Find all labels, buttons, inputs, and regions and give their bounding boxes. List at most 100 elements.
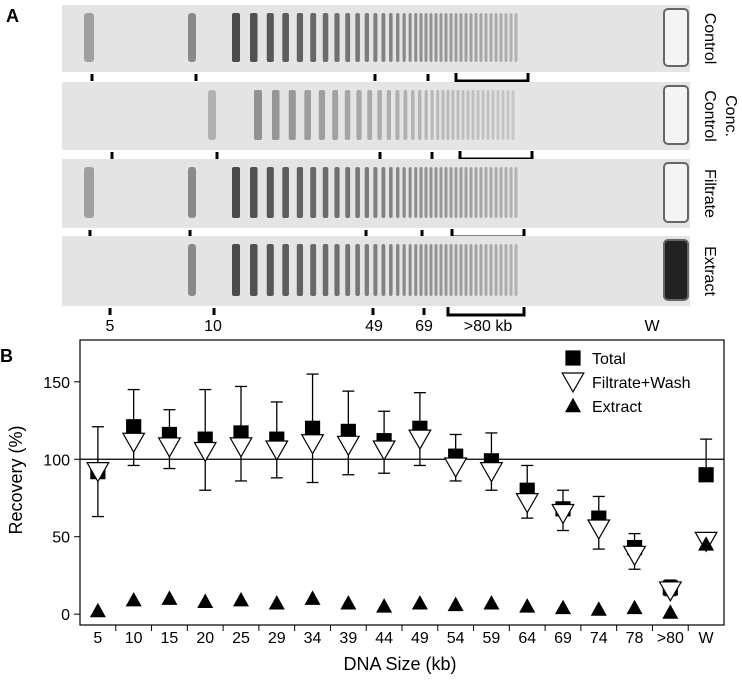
- band: [208, 90, 216, 140]
- band: [396, 244, 400, 296]
- x-tick-label: 39: [339, 630, 357, 647]
- band: [501, 90, 505, 140]
- band: [499, 167, 503, 218]
- band: [402, 13, 406, 62]
- band: [476, 90, 480, 140]
- x-tick-label: W: [699, 630, 715, 647]
- point: [86, 462, 110, 483]
- band: [514, 244, 518, 296]
- band: [355, 167, 360, 218]
- band: [334, 13, 340, 62]
- band: [389, 244, 393, 296]
- size-label: >80 kb: [464, 318, 513, 335]
- x-axis-label: DNA Size (kb): [343, 654, 456, 674]
- band: [322, 244, 329, 296]
- band: [494, 167, 498, 218]
- band: [345, 244, 351, 296]
- band: [489, 167, 493, 218]
- band: [188, 167, 196, 218]
- band: [414, 244, 418, 296]
- band: [355, 13, 360, 62]
- band: [282, 13, 289, 62]
- band: [424, 244, 428, 296]
- point: [268, 595, 285, 610]
- point: [586, 519, 611, 541]
- band: [396, 13, 400, 62]
- band: [459, 167, 463, 218]
- x-tick-label: 78: [626, 630, 644, 647]
- band: [474, 244, 478, 296]
- band: [332, 90, 339, 140]
- x-tick-label: 20: [196, 630, 214, 647]
- band: [408, 244, 412, 296]
- error-bar: [306, 373, 319, 429]
- point: [658, 581, 683, 603]
- point: [662, 604, 679, 619]
- band: [479, 13, 483, 62]
- lane-label: Control: [701, 13, 718, 65]
- point: [232, 591, 250, 607]
- band: [356, 90, 362, 140]
- band: [402, 167, 406, 218]
- panel-label: B: [0, 346, 13, 366]
- well: [663, 8, 689, 67]
- band: [250, 167, 258, 218]
- band: [344, 90, 351, 140]
- band: [296, 167, 304, 218]
- band: [484, 13, 488, 62]
- x-tick-label: 29: [268, 630, 286, 647]
- x-tick-label: 25: [232, 630, 250, 647]
- band: [345, 167, 351, 218]
- point: [515, 493, 540, 514]
- band: [345, 13, 351, 62]
- band: [408, 13, 412, 62]
- band: [282, 167, 289, 218]
- point: [626, 599, 643, 615]
- band: [451, 90, 455, 140]
- band: [232, 167, 240, 218]
- band: [266, 13, 274, 62]
- legend-label: Total: [592, 351, 626, 368]
- x-tick-label: 69: [554, 630, 572, 647]
- gel-lane: [62, 82, 690, 150]
- band: [441, 90, 445, 140]
- band: [514, 167, 518, 218]
- x-tick-label: 5: [93, 630, 102, 647]
- y-tick-label: 100: [43, 452, 70, 469]
- band: [84, 13, 94, 62]
- band: [479, 167, 483, 218]
- lane-label: Filtrate: [701, 169, 718, 218]
- band: [282, 244, 289, 296]
- size-label: 5: [106, 318, 115, 335]
- band: [310, 167, 317, 218]
- band: [232, 13, 240, 62]
- band: [454, 167, 458, 218]
- band: [381, 13, 386, 62]
- band: [334, 244, 340, 296]
- band: [389, 167, 393, 218]
- band: [444, 167, 448, 218]
- band: [439, 244, 443, 296]
- point: [264, 440, 289, 462]
- band: [496, 90, 500, 140]
- size-label: 69: [415, 318, 433, 335]
- point: [126, 419, 142, 435]
- point: [376, 598, 393, 613]
- band: [266, 167, 274, 218]
- band: [429, 13, 433, 62]
- x-tick-label: 54: [447, 630, 465, 647]
- point: [622, 545, 647, 567]
- band: [446, 90, 450, 140]
- y-tick-label: 150: [43, 375, 70, 392]
- band: [456, 90, 460, 140]
- band: [506, 90, 510, 140]
- band: [509, 167, 513, 218]
- point: [590, 601, 607, 616]
- point: [193, 441, 218, 463]
- band: [494, 244, 498, 296]
- point: [157, 437, 182, 458]
- y-tick-label: 0: [61, 607, 70, 624]
- error-bar: [199, 388, 212, 440]
- band: [310, 244, 317, 296]
